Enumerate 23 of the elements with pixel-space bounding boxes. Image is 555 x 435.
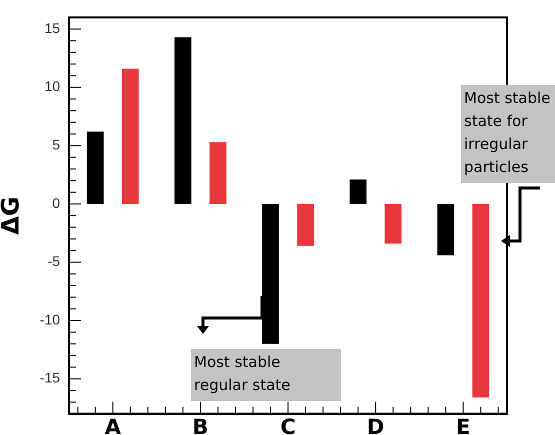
y-tick-label: -15 — [40, 370, 60, 386]
bar — [174, 37, 192, 204]
x-tick-label: E — [456, 414, 470, 435]
x-tick-label: B — [192, 414, 208, 435]
bar — [210, 142, 226, 204]
y-tick-label: -10 — [40, 311, 60, 328]
bar — [122, 68, 139, 204]
y-tick-label: 10 — [44, 78, 60, 94]
y-tick-label: 5 — [52, 136, 60, 153]
y-axis-title: ΔG — [0, 196, 25, 235]
bar — [472, 204, 490, 398]
x-tick-label: A — [104, 414, 122, 435]
bar — [297, 204, 314, 246]
y-tick-label: -5 — [48, 253, 60, 270]
bar — [262, 204, 279, 344]
x-tick-label: D — [366, 414, 384, 435]
bar — [86, 132, 104, 204]
y-tick-label: 0 — [52, 194, 60, 211]
bar — [384, 204, 402, 244]
y-tick-label: 15 — [44, 20, 60, 36]
bar — [350, 179, 366, 204]
x-tick-label: C — [280, 414, 296, 435]
bar — [437, 204, 454, 256]
